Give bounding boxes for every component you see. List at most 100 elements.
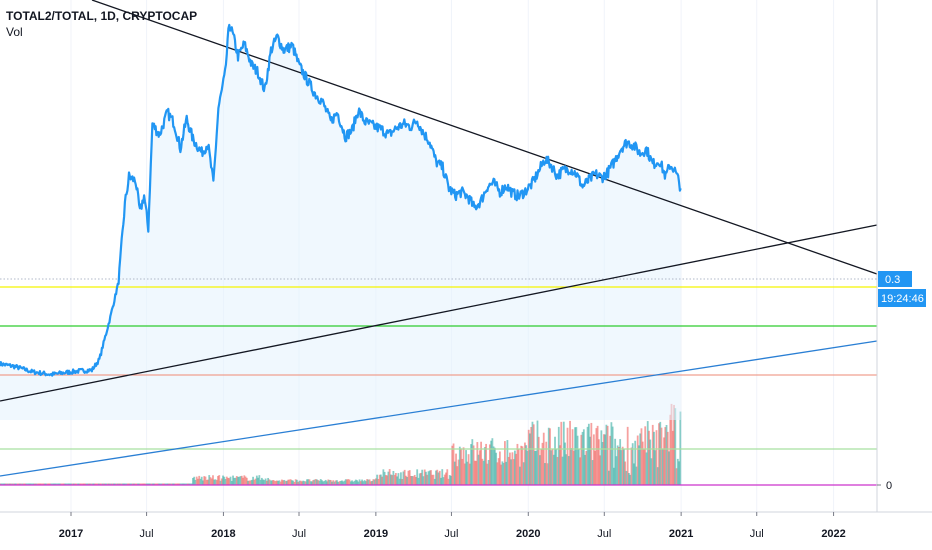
x-tick-label: 2018 xyxy=(211,528,235,540)
volume-bar xyxy=(106,483,109,485)
volume-bar xyxy=(666,431,669,485)
volume-bar xyxy=(163,483,166,485)
volume-bar xyxy=(277,480,280,485)
volume-bar xyxy=(421,469,424,485)
volume-bar xyxy=(146,483,149,485)
volume-bar xyxy=(234,477,237,485)
volume-bar xyxy=(260,477,263,485)
volume-bar xyxy=(395,473,397,485)
volume-bar xyxy=(416,469,419,485)
volume-bar xyxy=(110,483,113,485)
volume-bar xyxy=(516,443,519,485)
volume-bar xyxy=(275,480,278,485)
volume-bar xyxy=(440,477,442,485)
blue-support-trendline[interactable] xyxy=(0,340,878,477)
volume-bar xyxy=(570,448,573,485)
volume-bar xyxy=(535,450,538,485)
volume-bar xyxy=(11,483,14,485)
volume-bar xyxy=(521,446,524,485)
volume-bar xyxy=(40,483,43,485)
volume-bar xyxy=(542,432,545,485)
volume-bar xyxy=(93,483,95,485)
volume-bar xyxy=(136,483,139,485)
volume-bar xyxy=(532,424,535,485)
volume-bar xyxy=(562,421,565,485)
volume-bar xyxy=(347,479,350,485)
volume-bar xyxy=(161,483,164,485)
volume-bar xyxy=(187,483,189,485)
volume-bar xyxy=(7,483,10,485)
volume-bar xyxy=(198,475,201,485)
volume-bar xyxy=(184,483,187,485)
volume-bar xyxy=(114,483,117,485)
horizontal-levels[interactable] xyxy=(0,278,877,486)
volume-bar xyxy=(363,480,366,485)
volume-bar xyxy=(313,479,316,485)
current-value-badge[interactable] xyxy=(878,271,912,287)
volume-bar xyxy=(113,483,115,485)
volume-bar xyxy=(327,479,330,485)
volume-bar xyxy=(99,483,102,485)
volume-bar xyxy=(90,483,93,485)
volume-bar xyxy=(472,445,475,485)
trendlines[interactable] xyxy=(0,0,878,477)
volume-bar xyxy=(402,471,405,485)
volume-bar xyxy=(306,479,308,485)
volume-bar xyxy=(309,481,312,485)
volume-bar xyxy=(488,444,491,485)
volume-bar xyxy=(397,473,400,485)
volume-bar xyxy=(423,469,426,485)
volume-bar xyxy=(604,434,607,485)
volume-bar xyxy=(458,446,461,485)
volume-bar xyxy=(139,483,142,485)
volume-bar xyxy=(255,475,258,485)
volume-bar xyxy=(465,450,467,485)
volume-bar xyxy=(467,454,470,485)
volume-bar xyxy=(462,447,465,485)
volume-bar xyxy=(158,483,161,485)
ascending-trendline[interactable] xyxy=(0,224,878,402)
volume-bar xyxy=(180,483,183,485)
volume-bar xyxy=(349,481,352,485)
volume-bar xyxy=(364,481,367,485)
volume-bar xyxy=(193,476,196,485)
volume-bar xyxy=(160,483,163,485)
volume-bar xyxy=(207,479,209,485)
volume-bar xyxy=(44,483,47,485)
volume-bar xyxy=(278,480,281,485)
volume-bar xyxy=(418,473,421,485)
symbol-title[interactable]: TOTAL2/TOTAL, 1D, CRYPTOCAP xyxy=(6,9,198,23)
volume-bar xyxy=(457,459,460,485)
volume-bar xyxy=(470,444,472,485)
x-tick-label: Jul xyxy=(750,528,764,540)
volume-bar xyxy=(151,483,154,485)
volume-bar xyxy=(104,483,107,485)
countdown-badge xyxy=(878,289,926,307)
volume-bar xyxy=(299,480,302,485)
volume-bar xyxy=(663,437,665,485)
volume-bar xyxy=(37,483,40,485)
volume-bar xyxy=(280,479,283,485)
volume-bar xyxy=(336,480,338,485)
volume-bar xyxy=(292,480,295,485)
descending-trendline[interactable] xyxy=(91,0,878,275)
indicator-label[interactable]: Vol xyxy=(6,25,23,39)
volume-bar xyxy=(210,478,213,485)
volume-bar xyxy=(124,483,127,485)
volume-bar xyxy=(217,475,219,485)
volume-bar xyxy=(665,424,668,485)
volume-bar xyxy=(204,476,207,485)
volume-bar xyxy=(303,481,306,485)
volume-bar xyxy=(183,483,186,485)
volume-bar xyxy=(81,483,84,485)
volume-bar xyxy=(177,483,179,485)
volume-bar xyxy=(448,475,451,485)
volume-bar xyxy=(284,481,287,485)
volume-bar xyxy=(654,450,657,485)
volume-bar xyxy=(544,463,546,485)
volume-bar xyxy=(25,483,28,485)
volume-bar xyxy=(5,483,8,485)
volume-bar xyxy=(259,479,262,485)
